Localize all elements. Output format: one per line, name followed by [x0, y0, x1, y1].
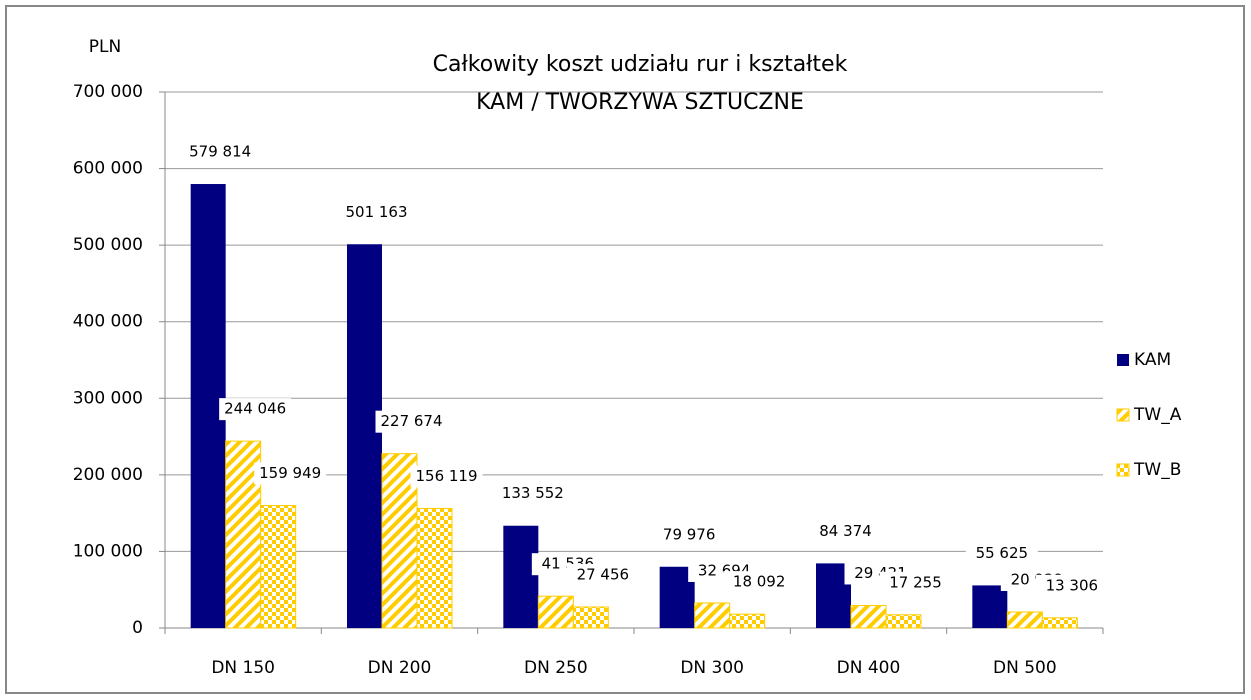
data-label: 159 949: [259, 464, 321, 482]
legend-swatch: [1117, 354, 1129, 366]
x-tick-label: DN 300: [680, 658, 744, 678]
data-label-bg: [410, 465, 483, 488]
bar: [850, 604, 887, 629]
data-label-bg: [723, 571, 796, 594]
data-label-bg: [375, 410, 448, 433]
data-label-bg: [496, 482, 569, 505]
x-tick-label: DN 250: [524, 658, 588, 678]
y-tick-label: 100 000: [73, 541, 143, 561]
bar: [503, 525, 539, 628]
chart-subtitle: KAM / TWORZYWA SZTUCZNE: [476, 90, 804, 115]
bar: [537, 595, 574, 629]
bar: [1041, 617, 1078, 629]
legend-label: TW_A: [1133, 405, 1182, 425]
data-label: 55 625: [976, 544, 1029, 562]
y-tick-label: 0: [132, 618, 143, 638]
bar: [347, 244, 382, 629]
data-label: 156 119: [415, 467, 477, 485]
data-label-bg: [566, 563, 639, 586]
data-label: 227 674: [380, 412, 442, 430]
legend-swatch: [1116, 463, 1130, 477]
y-tick-label: 500 000: [73, 235, 143, 255]
bar: [972, 585, 1008, 628]
bar: [260, 505, 297, 629]
data-label-bg: [340, 201, 413, 224]
chart-title: Całkowity koszt udziału rur i kształtek: [433, 52, 848, 77]
data-label-bg: [184, 141, 257, 164]
legend-swatch: [1116, 408, 1130, 422]
data-label-bg: [879, 571, 952, 594]
legend-label: KAM: [1134, 350, 1171, 370]
y-tick-label: 600 000: [73, 159, 143, 179]
y-axis-label: PLN: [89, 37, 121, 57]
data-label-bg: [965, 542, 1038, 565]
bar: [729, 613, 766, 629]
data-label-bg: [219, 398, 292, 421]
data-label: 501 163: [345, 203, 407, 221]
data-label: 79 976: [663, 525, 716, 543]
bar: [1006, 611, 1043, 629]
data-label: 84 374: [819, 522, 872, 540]
x-tick-label: DN 150: [211, 658, 275, 678]
x-tick-label: DN 500: [993, 658, 1057, 678]
bar: [416, 507, 453, 629]
x-tick-label: DN 400: [837, 658, 901, 678]
data-label: 579 814: [189, 143, 251, 161]
legend-label: TW_B: [1133, 460, 1181, 480]
data-label: 18 092: [733, 573, 786, 591]
y-tick-label: 700 000: [73, 82, 143, 102]
data-label-bg: [1035, 574, 1108, 597]
data-label: 17 255: [889, 573, 942, 591]
data-label-bg: [653, 523, 726, 546]
bar: [572, 606, 609, 629]
data-label: 27 456: [577, 565, 630, 583]
data-label-bg: [254, 462, 327, 485]
bar: [694, 602, 731, 629]
x-tick-label: DN 200: [368, 658, 432, 678]
data-label: 13 306: [1046, 576, 1099, 594]
data-label: 133 552: [502, 484, 564, 502]
y-tick-label: 300 000: [73, 388, 143, 408]
y-tick-label: 400 000: [73, 312, 143, 332]
data-label-bg: [809, 520, 882, 543]
y-tick-label: 200 000: [73, 465, 143, 485]
bar: [885, 614, 922, 629]
data-label: 244 046: [224, 400, 286, 418]
